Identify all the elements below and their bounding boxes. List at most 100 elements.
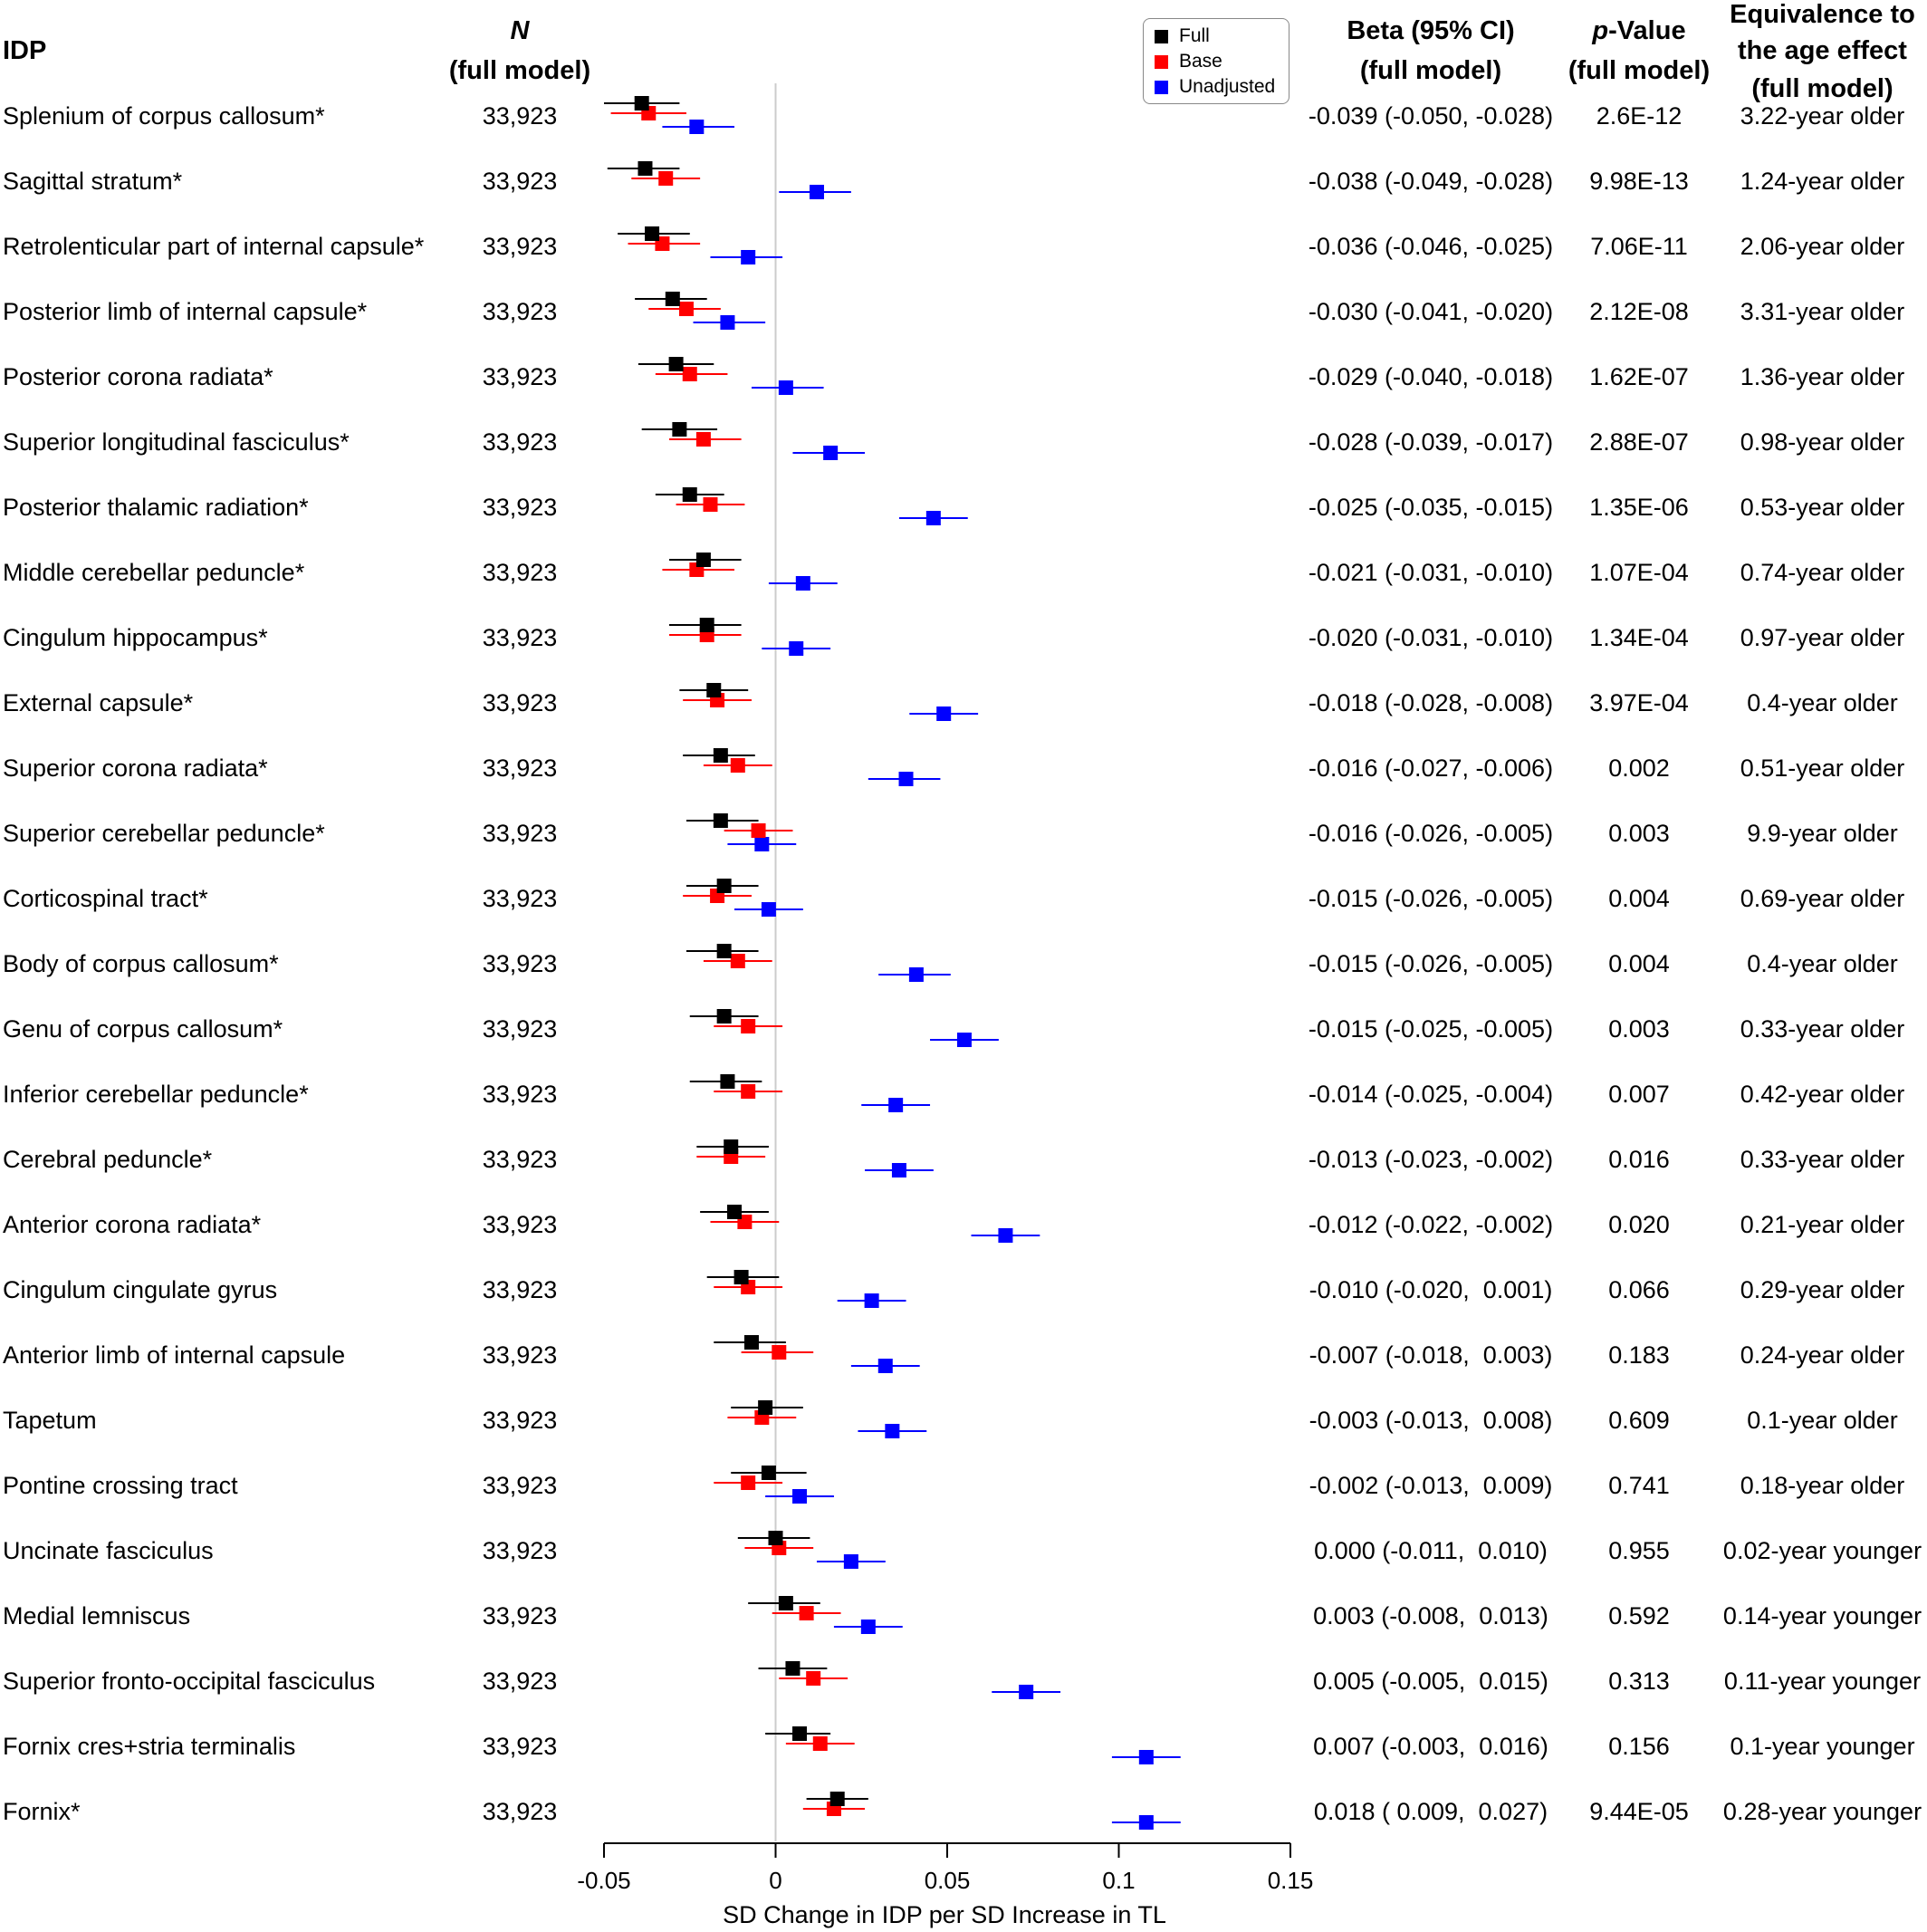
legend-label-unadjusted: Unadjusted: [1179, 76, 1276, 97]
point-marker-base: [799, 1606, 814, 1620]
beta-header-top: Beta (95% CI): [1347, 16, 1515, 45]
point-marker-full: [706, 683, 722, 697]
p-header-rest: -Value: [1608, 16, 1686, 45]
n-value: 33,923: [482, 1276, 558, 1303]
beta-ci-value: -0.012 (-0.022, -0.002): [1308, 1211, 1554, 1238]
point-marker-full: [768, 1531, 783, 1545]
point-marker-base: [812, 1736, 828, 1751]
equiv-value: 0.21-year older: [1740, 1211, 1905, 1238]
idp-label: Superior fronto-occipital fasciculus: [3, 1668, 376, 1695]
idp-label: Posterior limb of internal capsule*: [3, 298, 368, 325]
equiv-value: 0.33-year older: [1740, 1015, 1905, 1043]
idp-label: Middle cerebellar peduncle*: [3, 559, 305, 586]
idp-label: Medial lemniscus: [3, 1602, 191, 1629]
point-marker-full: [720, 1074, 735, 1089]
point-marker-full: [792, 1726, 808, 1741]
p-value: 7.06E-11: [1590, 233, 1688, 260]
point-marker-base: [806, 1671, 821, 1686]
beta-ci-value: -0.015 (-0.026, -0.005): [1308, 950, 1554, 977]
p-value: 0.007: [1608, 1081, 1670, 1108]
idp-label: Cingulum hippocampus*: [3, 624, 268, 651]
x-axis-title: SD Change in IDP per SD Increase in TL: [723, 1901, 1166, 1928]
point-marker-base: [772, 1345, 787, 1360]
beta-ci-value: -0.013 (-0.023, -0.002): [1308, 1146, 1554, 1173]
n-value: 33,923: [482, 102, 558, 130]
point-marker-unadj: [809, 185, 824, 199]
equiv-header-line3: (full model): [1751, 74, 1893, 103]
equiv-value: 0.74-year older: [1740, 559, 1905, 586]
equiv-value: 0.11-year younger: [1723, 1668, 1922, 1695]
equiv-value: 3.22-year older: [1740, 102, 1905, 130]
point-marker-base: [703, 497, 718, 512]
idp-label: Posterior thalamic radiation*: [3, 494, 309, 521]
point-marker-unadj: [720, 315, 735, 330]
equiv-value: 0.24-year older: [1740, 1341, 1905, 1369]
equiv-value: 1.24-year older: [1740, 168, 1905, 195]
beta-ci-value: 0.005 (-0.005, 0.015): [1313, 1668, 1548, 1695]
p-value: 1.62E-07: [1589, 363, 1689, 390]
p-value: 0.004: [1608, 885, 1670, 912]
point-marker-unadj: [795, 576, 810, 591]
n-value: 33,923: [482, 363, 558, 390]
beta-ci-value: 0.018 ( 0.009, 0.027): [1313, 1798, 1548, 1825]
beta-ci-value: -0.029 (-0.040, -0.018): [1308, 363, 1554, 390]
point-marker-base: [658, 171, 674, 186]
n-value: 33,923: [482, 820, 558, 847]
point-marker-base: [678, 302, 694, 316]
point-marker-full: [727, 1205, 743, 1219]
beta-ci-value: 0.000 (-0.011, 0.010): [1314, 1537, 1548, 1564]
equiv-value: 1.36-year older: [1740, 363, 1905, 390]
beta-ci-value: -0.007 (-0.018, 0.003): [1309, 1341, 1553, 1369]
p-value: 1.07E-04: [1589, 559, 1689, 586]
idp-label: Sagittal stratum*: [3, 168, 183, 195]
x-tick-label: 0.15: [1268, 1867, 1314, 1894]
point-marker-base: [751, 823, 766, 838]
p-value: 0.741: [1608, 1472, 1670, 1499]
beta-ci-value: -0.030 (-0.041, -0.020): [1308, 298, 1554, 325]
equiv-value: 0.97-year older: [1740, 624, 1905, 651]
idp-label: Fornix*: [3, 1798, 81, 1825]
point-marker-full: [724, 1139, 739, 1154]
beta-ci-value: -0.038 (-0.049, -0.028): [1308, 168, 1554, 195]
point-marker-full: [638, 161, 653, 176]
point-marker-full: [733, 1270, 749, 1284]
equiv-value: 0.18-year older: [1740, 1472, 1905, 1499]
p-header-top: p-Value: [1558, 13, 1721, 49]
equiv-value: 0.1-year older: [1747, 1407, 1898, 1434]
p-header-italic: p: [1592, 16, 1609, 45]
p-value: 2.12E-08: [1589, 298, 1689, 325]
idp-label: Uncinate fasciculus: [3, 1537, 214, 1564]
idp-label: Superior cerebellar peduncle*: [3, 820, 325, 847]
point-marker-full: [713, 748, 728, 763]
equiv-header-line1: Equivalence to: [1730, 0, 1915, 29]
equiv-value: 0.51-year older: [1740, 755, 1905, 782]
point-marker-unadj: [843, 1554, 858, 1569]
equiv-value: 0.14-year younger: [1722, 1602, 1922, 1629]
beta-ci-value: 0.007 (-0.003, 0.016): [1313, 1733, 1548, 1760]
idp-label: Anterior corona radiata*: [3, 1211, 262, 1238]
x-tick-label: 0.05: [925, 1867, 971, 1894]
n-value: 33,923: [482, 1602, 558, 1629]
n-value: 33,923: [482, 1146, 558, 1173]
point-marker-full: [665, 292, 680, 306]
point-marker-unadj: [908, 967, 924, 982]
equiv-header-line2: the age effect: [1738, 36, 1907, 65]
n-value: 33,923: [482, 1407, 558, 1434]
idp-label: Splenium of corpus callosum*: [3, 102, 325, 130]
x-tick-label: -0.05: [577, 1867, 630, 1894]
beta-ci-value: -0.020 (-0.031, -0.010): [1308, 624, 1554, 651]
beta-ci-value: -0.039 (-0.050, -0.028): [1308, 102, 1554, 130]
point-marker-unadj: [925, 511, 941, 525]
equiv-value: 0.42-year older: [1740, 1081, 1905, 1108]
beta-ci-value: 0.003 (-0.008, 0.013): [1313, 1602, 1548, 1629]
point-marker-full: [682, 487, 697, 502]
beta-ci-value: -0.015 (-0.025, -0.005): [1308, 1015, 1554, 1043]
beta-ci-value: -0.002 (-0.013, 0.009): [1309, 1472, 1553, 1499]
point-marker-full: [645, 226, 660, 241]
n-header-top: N: [510, 16, 530, 45]
p-value: 0.066: [1608, 1276, 1670, 1303]
idp-label: Tapetum: [3, 1407, 97, 1434]
point-marker-full: [716, 944, 732, 958]
p-header-bottom: (full model): [1567, 56, 1711, 85]
idp-label: Genu of corpus callosum*: [3, 1015, 283, 1043]
